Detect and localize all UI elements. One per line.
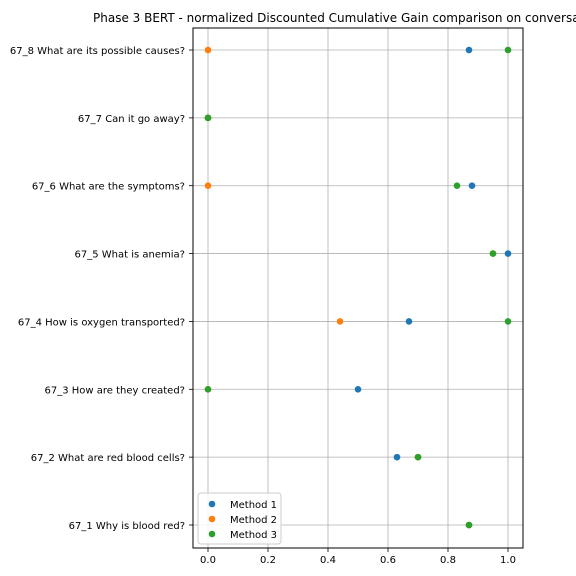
y-tick-label: 67_4 How is oxygen transported?	[18, 317, 185, 328]
y-tick-label: 67_3 How are they created?	[44, 385, 185, 396]
data-point	[465, 46, 473, 54]
legend-marker	[208, 530, 216, 538]
y-tick-label: 67_8 What are its possible causes?	[10, 46, 185, 57]
data-point	[468, 182, 476, 190]
data-point	[504, 250, 512, 257]
legend-label: Method 2	[230, 515, 277, 526]
legend: Method 1 Method 2 Method 3	[197, 492, 282, 545]
data-point	[504, 318, 512, 325]
y-tick-label: 67_2 What are red blood cells?	[31, 453, 185, 464]
legend-box	[197, 492, 282, 545]
data-points	[204, 46, 512, 529]
plot-frame	[192, 27, 524, 549]
y-tick-label: 67_1 Why is blood red?	[69, 521, 185, 532]
x-tick-label: 0.2	[260, 555, 276, 566]
data-point	[414, 453, 422, 461]
legend-marker	[208, 515, 216, 523]
data-point	[354, 385, 362, 393]
data-point	[489, 250, 497, 257]
chart-title: Phase 3 BERT - normalized Discounted Cum…	[93, 11, 576, 25]
y-tick-label: 67_7 Can it go away?	[78, 114, 185, 125]
data-point	[504, 46, 512, 54]
data-point	[405, 318, 413, 325]
axes: 0.0 0.2 0.4 0.6 0.8 1.0 67_1 Why is blood red?…	[10, 46, 516, 566]
legend-label: Method 3	[230, 530, 277, 541]
y-tick-label: 67_5 What is anemia?	[75, 250, 185, 261]
legend-marker	[208, 500, 216, 508]
x-tick-label: 1.0	[500, 555, 516, 566]
data-point	[204, 46, 212, 54]
data-point	[453, 182, 461, 190]
x-tick-label: 0.4	[320, 555, 336, 566]
x-tick-label: 0.8	[440, 555, 456, 566]
legend-label: Method 1	[230, 500, 277, 511]
data-point	[204, 114, 212, 122]
data-point	[465, 521, 473, 529]
data-point	[204, 385, 212, 393]
data-point	[204, 182, 212, 190]
data-point	[336, 318, 344, 325]
x-tick-label: 0.6	[380, 555, 396, 566]
y-tick-label: 67_6 What are the symptoms?	[32, 182, 185, 193]
x-tick-label: 0.0	[200, 555, 216, 566]
data-point	[393, 453, 401, 461]
